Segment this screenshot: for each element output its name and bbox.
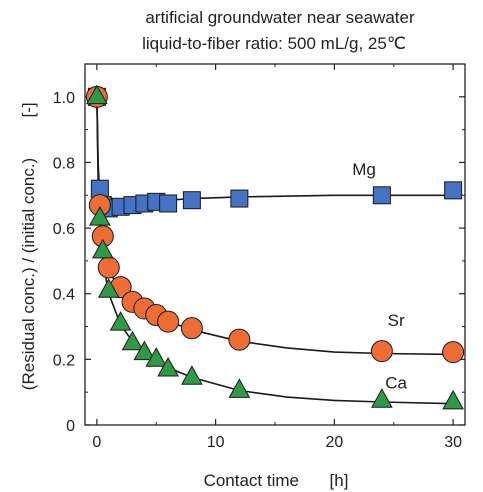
chart-title: artificial groundwater near seawater bbox=[145, 8, 415, 27]
y-tick-label: 0.4 bbox=[53, 287, 75, 304]
y-tick-label: 0.8 bbox=[53, 155, 75, 172]
data-point-ca bbox=[157, 357, 179, 377]
data-point-mg bbox=[182, 191, 201, 210]
data-point-ca bbox=[91, 238, 114, 259]
data-point-ca bbox=[121, 330, 144, 351]
data-point-sr bbox=[157, 310, 180, 333]
data-point-ca bbox=[145, 347, 168, 367]
data-point-sr bbox=[370, 340, 393, 363]
x-tick-label: 0 bbox=[92, 434, 101, 451]
data-point-sr bbox=[180, 317, 203, 340]
y-tick-label: 1.0 bbox=[53, 90, 75, 107]
data-point-ca bbox=[109, 311, 132, 331]
fit-curve-mg bbox=[96, 96, 454, 209]
data-point-ca bbox=[228, 378, 251, 398]
x-tick-label: 10 bbox=[207, 434, 225, 451]
data-point-ca bbox=[88, 206, 111, 226]
data-point-sr bbox=[97, 256, 120, 279]
data-point-ca bbox=[442, 389, 464, 410]
plot-frame bbox=[84, 63, 466, 426]
y-tick-label: 0 bbox=[66, 418, 75, 435]
x-axis-label: Contact time bbox=[204, 471, 299, 490]
data-point-mg bbox=[444, 181, 463, 200]
series-label-mg: Mg bbox=[352, 160, 376, 179]
data-point-ca bbox=[97, 278, 120, 298]
data-point-mg bbox=[159, 194, 178, 213]
y-axis-unit: [-] bbox=[19, 102, 38, 117]
x-tick-label: 20 bbox=[325, 434, 343, 451]
data-point-ca bbox=[181, 365, 203, 385]
y-axis-label: (Residual conc.) / (initial conc.) bbox=[19, 158, 38, 390]
y-tick-label: 0.2 bbox=[53, 352, 75, 369]
data-point-sr bbox=[442, 341, 465, 364]
data-point-mg bbox=[230, 189, 249, 208]
y-tick-label: 0.6 bbox=[53, 221, 75, 238]
chart-subtitle: liquid-to-fiber ratio: 500 mL/g, 25℃ bbox=[142, 34, 406, 53]
data-point-ca bbox=[371, 388, 393, 408]
data-point-ca bbox=[86, 84, 108, 105]
x-tick-label: 30 bbox=[444, 434, 462, 451]
data-point-sr bbox=[228, 328, 251, 351]
plot-area: 0 10 20 30 0 0.2 0.4 0.6 0.8 1.0 Mg Sr Ca bbox=[53, 63, 466, 451]
x-axis-unit: [h] bbox=[330, 471, 349, 490]
data-point-ca bbox=[133, 340, 156, 361]
series-label-sr: Sr bbox=[388, 311, 405, 330]
series-label-ca: Ca bbox=[385, 373, 407, 392]
data-point-mg bbox=[372, 186, 391, 205]
